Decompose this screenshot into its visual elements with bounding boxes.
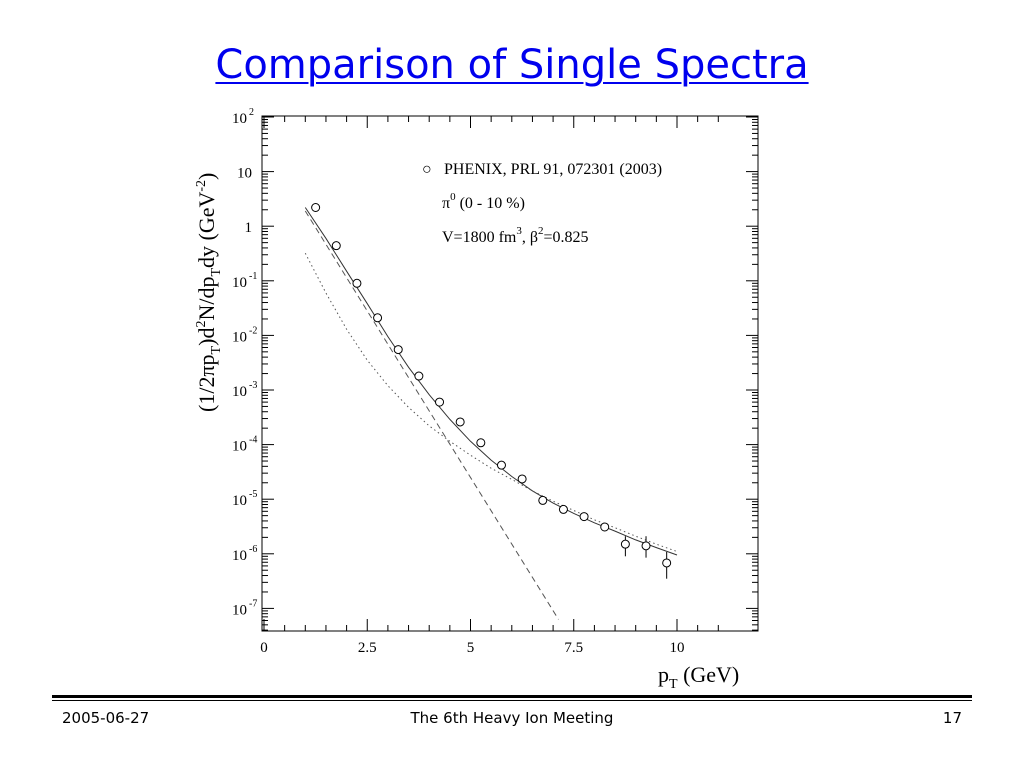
curve-dotted (304, 252, 678, 552)
data-point (662, 558, 672, 568)
data-points (311, 203, 672, 579)
data-point (558, 504, 568, 514)
x-tick-labels: 0 2.5 5 7.5 10 (260, 640, 684, 656)
legend-marker: ○ (422, 161, 432, 178)
data-point (600, 522, 610, 532)
data-point (579, 512, 589, 522)
plot-frame (261, 115, 759, 632)
legend-particle: π0 (0 - 10 %) (442, 191, 525, 212)
curve-dashed (304, 210, 559, 620)
y-tick-label: 10 (237, 166, 252, 182)
x-tick-label: 7.5 (564, 640, 583, 656)
legend-params: V=1800 fm3, β2=0.825 (442, 225, 589, 246)
spectra-chart: 10 2 10 1 10-1 10-2 10-3 10-4 10-5 10-6 10-7 0 2.5 5… (194, 107, 759, 692)
y-tick-label: 10 -2 (232, 325, 257, 345)
data-point (538, 495, 548, 505)
y-tick-label: 1 (245, 220, 253, 236)
data-point (393, 345, 403, 355)
data-point (331, 241, 341, 251)
data-point (455, 417, 465, 427)
data-point (517, 474, 527, 484)
slide-title: Comparison of Single Spectra (215, 42, 809, 88)
footer-date: 2005-06-27 (62, 709, 150, 727)
y-tick-labels: 10 2 10 1 10-1 10-2 10-3 10-4 10-5 10-6 10-7 (232, 107, 257, 618)
footer-page-number: 17 (942, 709, 962, 727)
data-point (620, 539, 630, 549)
y-tick-label: 10 -1 (232, 271, 257, 291)
y-tick-label: 10 -4 (232, 435, 257, 455)
data-point (476, 438, 486, 448)
y-tick-label: 10 -3 (232, 380, 257, 400)
x-tick-label: 2.5 (358, 640, 377, 656)
data-point (352, 278, 362, 288)
data-point (373, 313, 383, 323)
footer-event: The 6th Heavy Ion Meeting (410, 709, 614, 727)
x-axis-label: pT (GeV) (658, 662, 739, 692)
data-point (435, 397, 445, 407)
curve-solid (304, 207, 678, 556)
y-axis-label: (1/2πpT)d2N/dpTdy (GeV-2) (194, 173, 224, 412)
x-tick-label: 0 (260, 640, 268, 656)
data-point (641, 541, 651, 551)
x-tick-label: 10 (670, 640, 685, 656)
data-point (311, 203, 321, 213)
legend: ○ PHENIX, PRL 91, 072301 (2003) π0 (0 - … (422, 161, 662, 246)
y-tick-label: 10 2 (232, 107, 254, 127)
data-point (496, 460, 506, 470)
y-tick-label: 10 -5 (232, 489, 257, 509)
x-tick-label: 5 (467, 640, 475, 656)
footer-rule-thin (52, 700, 972, 701)
axis-ticks (262, 116, 758, 631)
legend-entry: PHENIX, PRL 91, 072301 (2003) (444, 161, 662, 178)
y-tick-label: 10 -6 (232, 544, 257, 564)
data-point (414, 371, 424, 381)
y-tick-label: 10 -7 (232, 598, 257, 618)
footer-rule-thick (52, 695, 972, 698)
model-curves (304, 207, 678, 620)
